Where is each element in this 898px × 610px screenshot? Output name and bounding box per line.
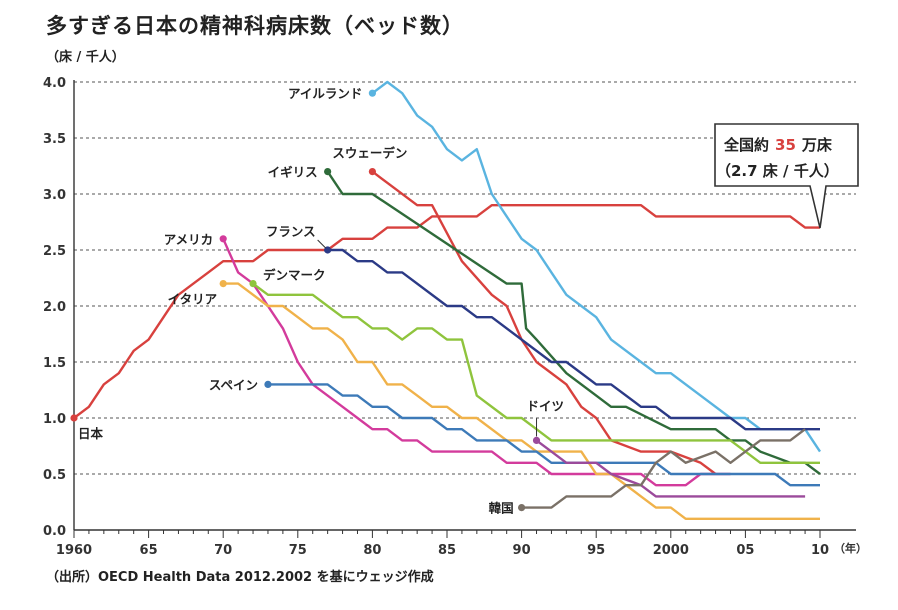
series-label: スペイン (209, 377, 258, 392)
source-note: （出所）OECD Health Data 2012.2002 を基にウェッジ作成 (46, 570, 434, 585)
series-start-marker (532, 436, 541, 444)
series-start-marker (324, 168, 332, 176)
series-start-marker (368, 89, 376, 97)
series-label: ドイツ (527, 398, 565, 413)
series-label: スウェーデン (332, 146, 407, 161)
y-tick-label: 4.0 (43, 76, 66, 91)
x-tick-label: 90 (513, 543, 531, 558)
series-start-marker (219, 235, 227, 243)
series-lines (70, 80, 821, 520)
series-label: イタリア (168, 292, 218, 307)
y-tick-label: 3.5 (43, 132, 66, 147)
chart-title: 多すぎる日本の精神科病床数（ベッド数） (46, 14, 464, 38)
series-label: デンマーク (263, 268, 326, 283)
x-axis-unit: （年） (834, 541, 867, 555)
series-line (268, 383, 820, 487)
y-tick-label: 1.0 (43, 412, 66, 427)
series-line (535, 439, 806, 498)
y-tick-label: 1.5 (43, 356, 66, 371)
y-tick-label: 2.5 (43, 244, 66, 259)
series-line (371, 170, 717, 475)
series-label: イギリス (268, 165, 318, 180)
series-start-marker (518, 504, 526, 512)
series-line (371, 80, 821, 453)
series-start-marker (249, 280, 257, 288)
x-tick-label: 75 (289, 543, 307, 558)
x-tick-label: 65 (140, 543, 158, 558)
x-tick-label: 1960 (56, 543, 92, 558)
y-tick-label: 2.0 (43, 300, 66, 315)
x-tick-label: 2000 (653, 543, 689, 558)
x-tick-label: 85 (438, 543, 456, 558)
series-line (521, 428, 806, 509)
series-start-marker (324, 246, 332, 254)
series-label: 日本 (78, 426, 104, 441)
x-tick-label: 95 (587, 543, 605, 558)
series-label: アメリカ (164, 232, 213, 247)
callout-line-2: （2.7 床 / 千人） (716, 162, 839, 180)
callout-line-1: 全国約 35 万床 (723, 136, 833, 154)
y-tick-label: 0.5 (43, 468, 66, 483)
y-axis-unit: （床 / 千人） (46, 50, 125, 65)
series-labels: 日本 アイルランドスウェーデンイギリスフランスアメリカデンマークイタリアスペインド… (78, 86, 564, 515)
x-tick-label: 05 (736, 543, 754, 558)
callout-text-a: 全国約 (723, 136, 769, 154)
axes: 0.0 0.5 1.0 1.5 2.0 2.5 3.0 3.5 4.0 1960 65 70 75 80 8… (43, 76, 867, 558)
series-start-marker (70, 414, 78, 422)
x-tick-label: 80 (363, 543, 381, 558)
y-tick-label: 0.0 (43, 524, 66, 539)
series-line (73, 204, 820, 419)
callout-box (714, 123, 859, 229)
series-start-marker (219, 280, 227, 288)
x-tick-label: 70 (214, 543, 232, 558)
series-start-marker (368, 168, 376, 176)
series-label: 韓国 (489, 501, 514, 516)
series-label: アイルランド (288, 86, 362, 101)
series-line (223, 282, 820, 520)
y-tick-label: 3.0 (43, 188, 66, 203)
series-label: フランス (266, 224, 316, 239)
callout-text-b: 万床 (801, 136, 833, 154)
series-start-marker (264, 380, 272, 388)
series-line (252, 282, 820, 464)
callout-number: 35 (775, 136, 796, 154)
series-line (326, 170, 821, 475)
label-leader-line (317, 239, 326, 249)
series-line (327, 248, 820, 431)
japan-callout: 全国約 35 万床 （2.7 床 / 千人） (714, 123, 859, 229)
x-tick-label: 10 (811, 543, 829, 558)
